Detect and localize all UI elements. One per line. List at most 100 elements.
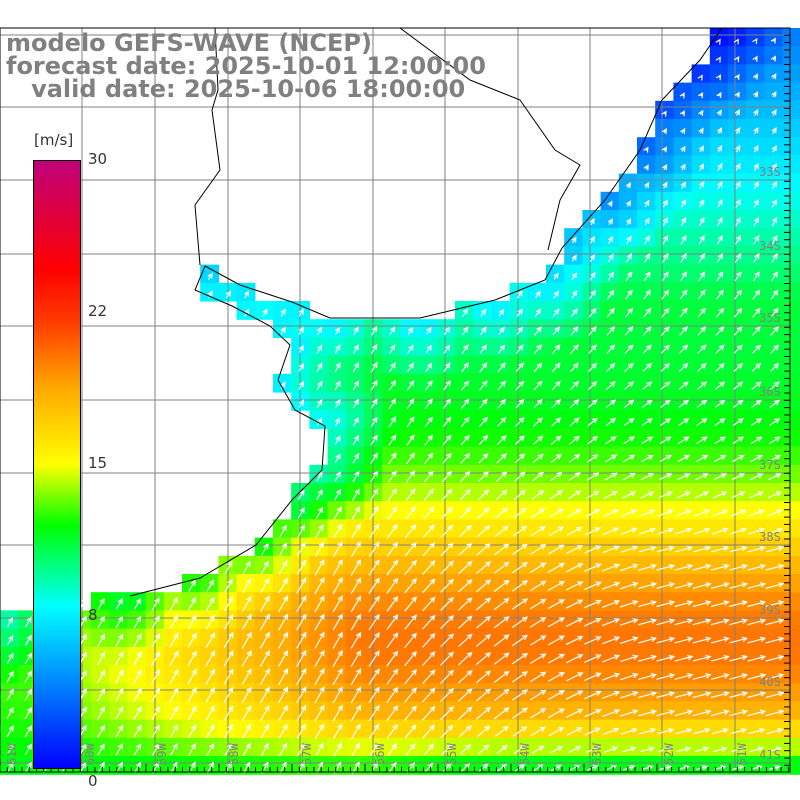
wind-speed-cell — [436, 719, 456, 739]
wind-arrow — [642, 362, 653, 372]
wind-arrow — [478, 453, 489, 464]
wind-speed-cell — [200, 264, 219, 284]
wind-arrow — [604, 472, 618, 481]
wind-arrow — [407, 344, 414, 354]
wind-arrow — [493, 707, 510, 720]
wind-speed-cell — [200, 683, 219, 702]
wind-arrow — [480, 308, 487, 317]
wind-arrow — [442, 416, 452, 428]
wind-speed-cell — [782, 373, 800, 393]
wind-arrow — [659, 418, 672, 426]
wind-arrow — [674, 636, 694, 644]
wind-speed-cell — [728, 610, 747, 630]
wind-arrow — [187, 724, 197, 739]
wind-arrow — [620, 600, 639, 608]
wind-arrow — [747, 618, 767, 626]
wind-arrow — [710, 600, 730, 608]
wind-arrow — [751, 381, 762, 390]
wind-arrow — [296, 704, 307, 722]
wind-arrow — [747, 582, 767, 589]
wind-speed-cell — [782, 46, 800, 65]
wind-speed-cell — [709, 592, 729, 611]
wind-arrow — [386, 595, 399, 612]
wind-arrow — [583, 708, 602, 718]
wind-arrow — [516, 308, 523, 317]
wind-speed-cell — [273, 683, 292, 702]
wind-arrow — [224, 742, 233, 756]
wind-arrow — [698, 234, 705, 245]
wind-arrow — [495, 744, 508, 755]
wind-arrow — [735, 145, 741, 153]
wind-speed-cell — [764, 628, 784, 648]
wind-speed-cell — [546, 464, 565, 484]
wind-arrow — [715, 74, 722, 81]
wind-arrow — [515, 344, 524, 354]
wind-speed-cell — [728, 100, 747, 120]
wind-speed-cell — [655, 392, 674, 411]
wind-speed-cell — [509, 610, 529, 630]
wind-speed-cell — [746, 646, 765, 666]
wind-arrow — [623, 417, 635, 427]
wind-speed-cell — [236, 683, 256, 702]
wind-arrow — [97, 633, 106, 647]
wind-arrow — [407, 362, 414, 373]
wind-arrow — [115, 633, 124, 647]
wind-arrow — [676, 746, 692, 753]
wind-arrow — [442, 762, 452, 773]
wind-speed-cell — [655, 574, 674, 593]
wind-arrow — [511, 561, 529, 574]
wind-arrow — [387, 743, 398, 756]
wind-speed-cell — [582, 410, 602, 429]
wind-speed-cell — [637, 592, 656, 611]
wind-arrow — [187, 705, 197, 721]
wind-arrow — [24, 761, 32, 774]
wind-speed-cell — [673, 446, 693, 466]
wind-arrow — [752, 307, 761, 318]
wind-speed-cell — [582, 446, 602, 466]
wind-speed-cell — [728, 574, 747, 593]
wind-speed-cell — [546, 428, 565, 448]
wind-arrow — [296, 668, 307, 686]
wind-speed-cell — [673, 737, 693, 757]
wind-arrow — [697, 307, 706, 318]
wind-speed-cell — [418, 555, 438, 575]
wind-speed-cell — [673, 155, 693, 175]
wind-arrow — [493, 670, 510, 683]
wind-speed-cell — [637, 610, 656, 630]
wind-arrow — [386, 632, 399, 649]
wind-arrow — [674, 582, 694, 589]
wind-speed-cell — [418, 501, 438, 520]
wind-arrow — [730, 527, 747, 535]
wind-speed-cell — [782, 665, 800, 684]
wind-arrow — [675, 527, 693, 535]
wind-speed-cell — [600, 228, 620, 247]
wind-speed-cell — [436, 464, 456, 484]
wind-speed-cell — [564, 446, 583, 466]
wind-arrow — [694, 746, 710, 753]
wind-arrow — [151, 650, 161, 666]
wind-arrow — [643, 253, 651, 263]
wind-speed-cell — [618, 464, 638, 484]
wind-arrow — [680, 271, 688, 282]
wind-speed-cell — [673, 628, 693, 648]
wind-arrow — [680, 234, 687, 245]
wind-speed-cell — [600, 756, 620, 775]
wind-arrow — [370, 343, 378, 355]
wind-arrow — [404, 524, 417, 539]
wind-arrow — [698, 253, 705, 263]
wind-arrow — [133, 651, 142, 666]
wind-speed-cell — [600, 410, 620, 429]
wind-arrow — [604, 454, 618, 463]
wind-arrow — [496, 435, 507, 446]
wind-arrow — [314, 668, 325, 686]
wind-arrow — [752, 55, 758, 62]
wind-arrow — [587, 435, 599, 445]
wind-speed-cell — [655, 610, 674, 630]
wind-arrow — [588, 325, 597, 336]
wind-arrow — [352, 380, 360, 391]
wind-speed-cell — [418, 646, 438, 666]
wind-arrow — [678, 399, 690, 408]
wind-speed-cell — [728, 392, 747, 411]
wind-arrow — [771, 127, 777, 135]
wind-speed-cell — [509, 719, 529, 739]
